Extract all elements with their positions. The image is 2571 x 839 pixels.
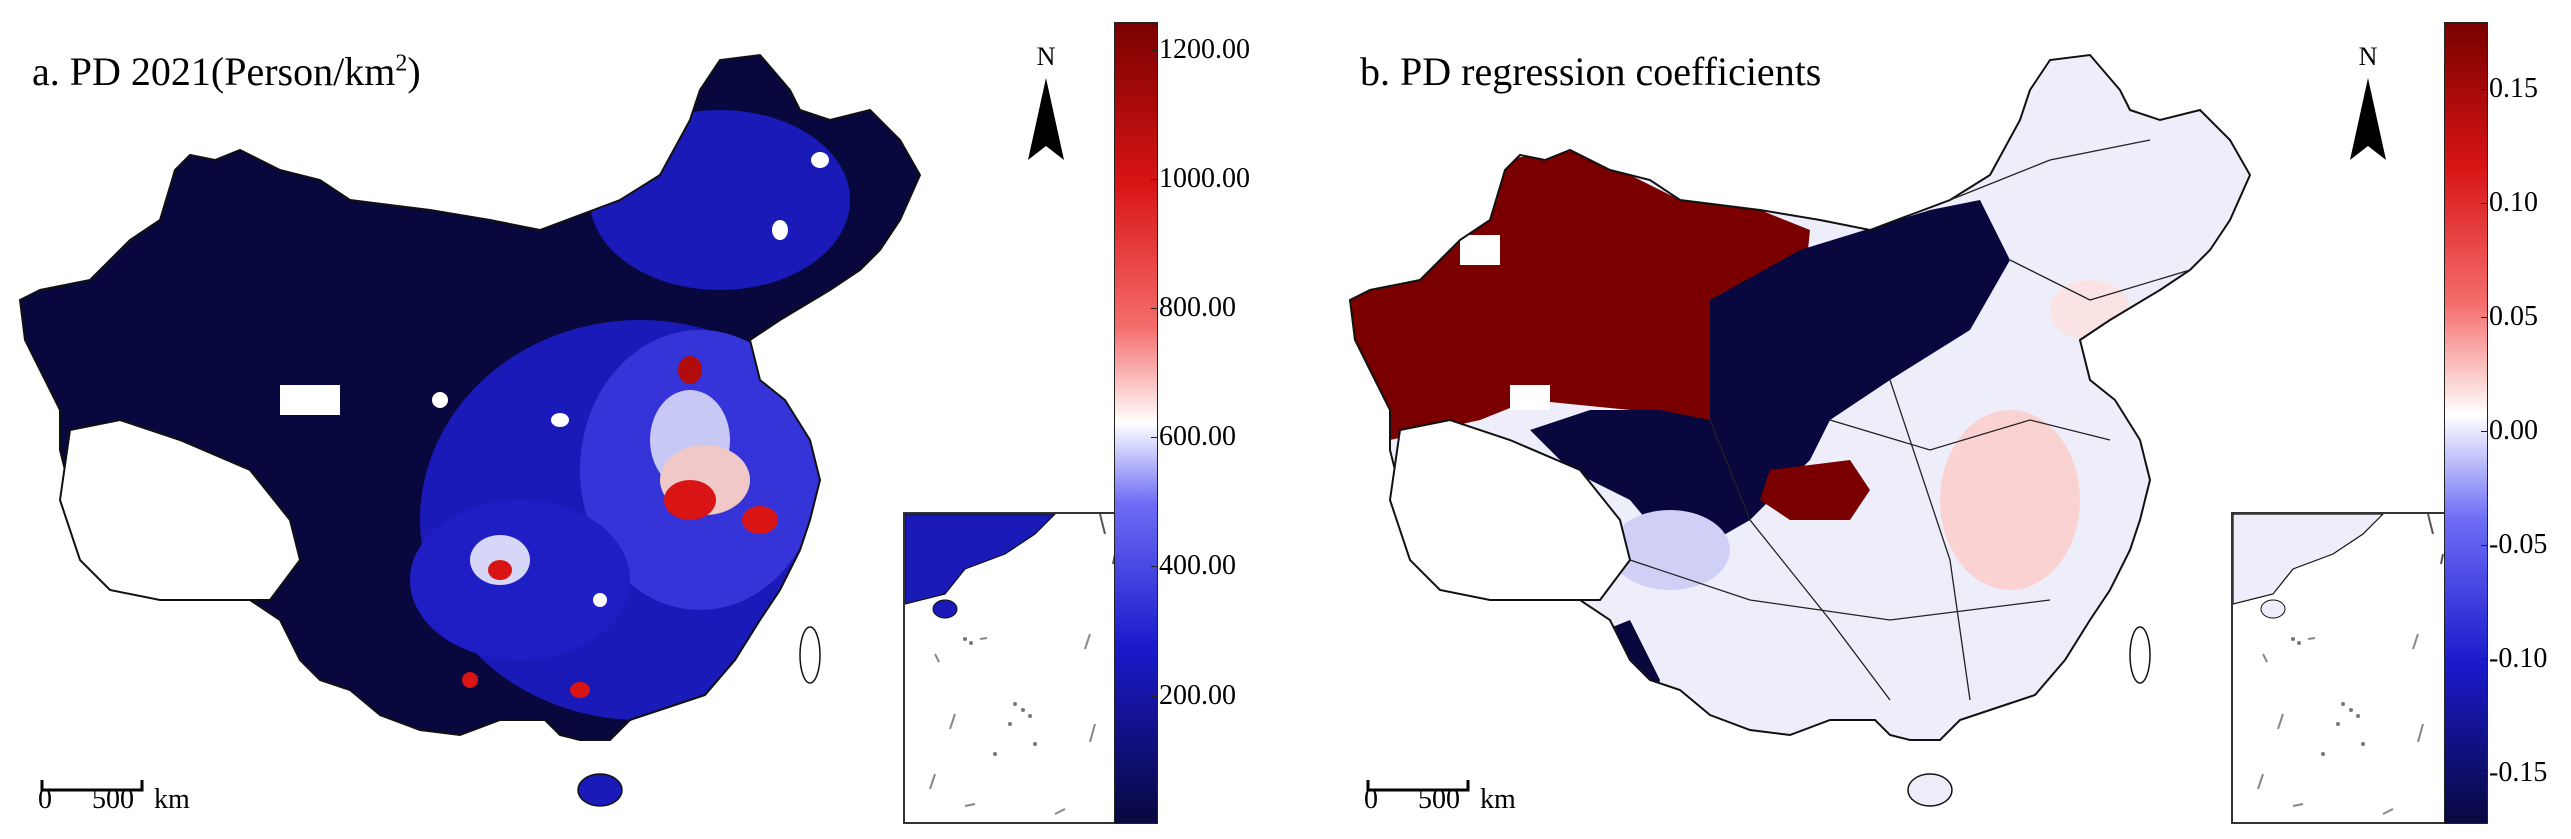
scale-zero: 0 [1364, 784, 1378, 815]
colorbar-tick: 0.15 [2481, 73, 2538, 104]
scale-distance: 500 [1418, 784, 1460, 815]
panel-b-map [1348, 53, 2252, 807]
panel-b-scale-bar: 0 500 km [1364, 776, 1594, 822]
panel-a-scale-bar: 0 500 km [38, 776, 268, 822]
panel-a-south-china-sea-inset [903, 512, 1120, 824]
north-label: N [2358, 42, 2378, 71]
panel-b-south-china-sea-inset [2231, 512, 2448, 824]
colorbar-tick: 1000.00 [1151, 163, 1250, 194]
scale-zero: 0 [38, 784, 52, 815]
north-arrow-icon [2350, 78, 2386, 160]
colorbar-tick: 800.00 [1151, 292, 1236, 323]
colorbar-tick: 0.05 [2481, 301, 2538, 332]
colorbar-tick: 400.00 [1151, 550, 1236, 581]
panel-b-north-arrow: N [2338, 42, 2398, 162]
panel-a-colorbar: 1200.00 1000.00 800.00 600.00 400.00 200… [1114, 22, 1250, 824]
colorbar-tick: 1200.00 [1151, 34, 1250, 65]
scale-unit: km [154, 784, 190, 815]
panel-a-title: a. PD 2021(Person/km2) [32, 49, 421, 94]
colorbar-tick: 0.10 [2481, 187, 2538, 218]
colorbar-tick: 200.00 [1151, 680, 1236, 711]
panel-a-map [18, 53, 922, 807]
colorbar-tick: 0.00 [2481, 415, 2538, 446]
scale-distance: 500 [92, 784, 134, 815]
north-label: N [1036, 42, 1056, 71]
panel-a-north-arrow: N [1016, 42, 1076, 162]
colorbar-tick: -0.05 [2480, 529, 2548, 560]
panel-b-title: b. PD regression coefficients [1360, 49, 1822, 94]
colorbar-tick: 600.00 [1151, 421, 1236, 452]
panel-b: b. PD regression coefficients [1330, 0, 2571, 839]
colorbar-tick: -0.10 [2480, 643, 2548, 674]
colorbar-tick: -0.15 [2480, 757, 2548, 788]
panel-b-colorbar: 0.15 0.10 0.05 0.00 -0.05 -0.10 -0.15 [2444, 22, 2547, 824]
north-arrow-icon [1028, 78, 1064, 160]
scale-unit: km [1480, 784, 1516, 815]
panel-a: a. PD 2021(Person/km2) [0, 0, 1285, 839]
